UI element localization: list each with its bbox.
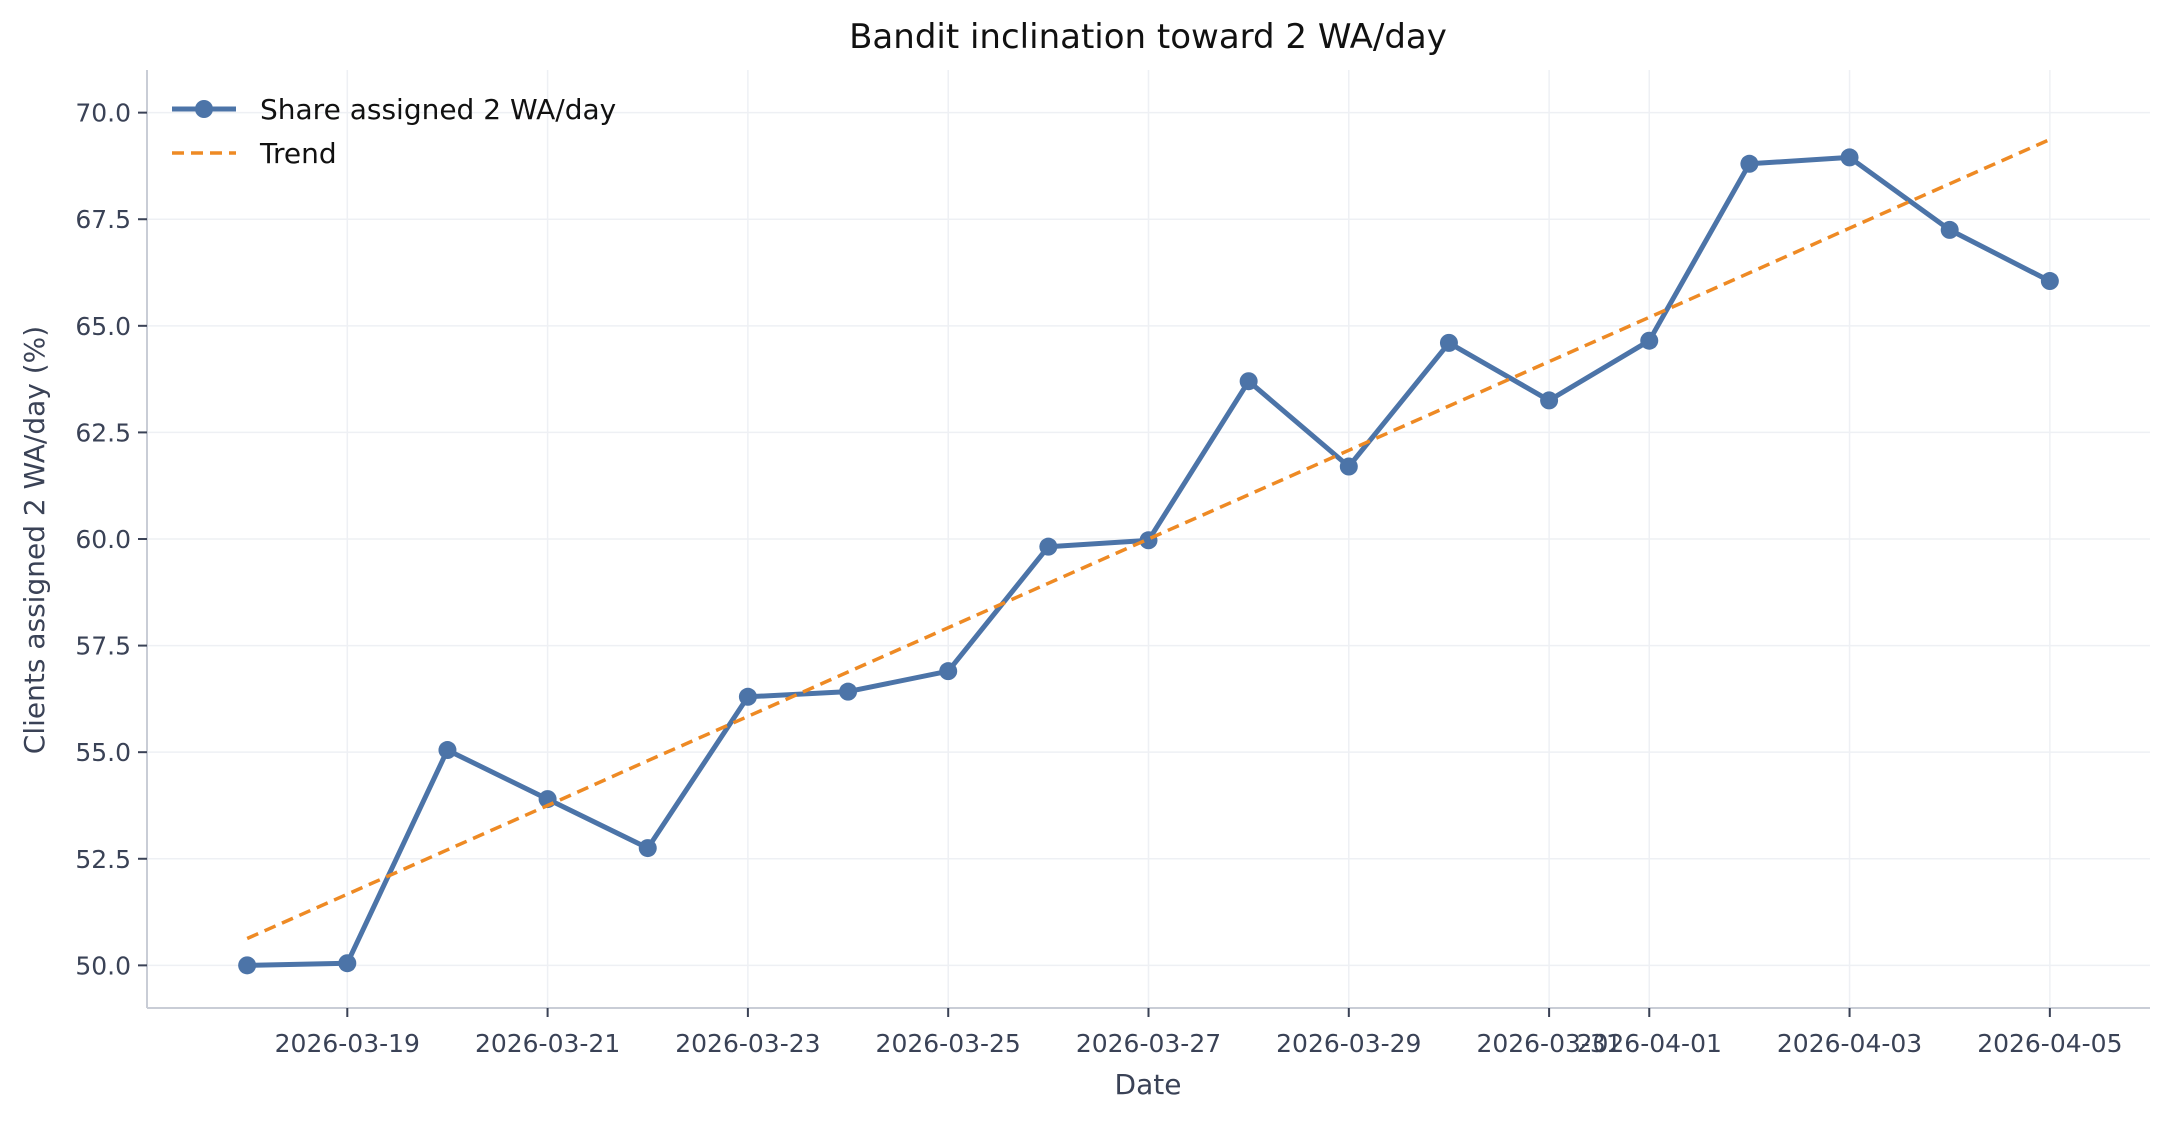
data-point bbox=[1740, 154, 1759, 173]
x-tick-label: 2026-03-25 bbox=[876, 1029, 1021, 1058]
data-point bbox=[939, 662, 958, 681]
legend-label: Trend bbox=[259, 137, 337, 170]
data-point bbox=[1940, 220, 1959, 239]
data-point bbox=[438, 741, 457, 760]
y-axis-label: Clients assigned 2 WA/day (%) bbox=[18, 326, 51, 754]
legend: Share assigned 2 WA/day Trend bbox=[172, 93, 616, 170]
data-point bbox=[738, 687, 757, 706]
data-point bbox=[338, 954, 357, 973]
y-tick-label: 65.0 bbox=[75, 312, 131, 341]
ticks: 50.0 52.5 55.0 57.5 60.0 62.5 65.0 67.5 70.0 2026… bbox=[75, 99, 2122, 1058]
x-tick-label: 2026-03-31 bbox=[1476, 1029, 1621, 1058]
data-point bbox=[1540, 391, 1559, 410]
x-tick-label: 2026-03-23 bbox=[675, 1029, 820, 1058]
data-point bbox=[1640, 331, 1659, 350]
data-point bbox=[2040, 272, 2059, 291]
x-tick-label: 2026-03-21 bbox=[475, 1029, 620, 1058]
y-tick-label: 55.0 bbox=[75, 738, 131, 767]
x-tick-label: 2026-03-29 bbox=[1276, 1029, 1421, 1058]
legend-label: Share assigned 2 WA/day bbox=[260, 93, 616, 126]
y-tick-label: 67.5 bbox=[75, 205, 131, 234]
data-point bbox=[1439, 333, 1458, 352]
x-tick-label: 2026-04-03 bbox=[1777, 1029, 1922, 1058]
x-axis-label: Date bbox=[1115, 1068, 1182, 1101]
y-tick-label: 50.0 bbox=[75, 951, 131, 980]
y-tick-label: 62.5 bbox=[75, 418, 131, 447]
y-tick-label: 57.5 bbox=[75, 632, 131, 661]
trend-line bbox=[246, 137, 2051, 941]
y-tick-label: 60.0 bbox=[75, 525, 131, 554]
data-point bbox=[839, 682, 858, 701]
data-point bbox=[1039, 537, 1058, 556]
x-tick-label: 2026-03-27 bbox=[1076, 1029, 1221, 1058]
series-layer bbox=[238, 137, 2059, 975]
x-tick-label: 2026-03-19 bbox=[275, 1029, 420, 1058]
x-tick-label: 2026-04-01 bbox=[1577, 1029, 1722, 1058]
data-point bbox=[1339, 457, 1358, 476]
data-point bbox=[238, 956, 257, 975]
data-point bbox=[1239, 372, 1258, 391]
y-tick-label: 52.5 bbox=[75, 845, 131, 874]
x-tick-label: 2026-04-05 bbox=[1977, 1029, 2122, 1058]
legend-swatch-marker bbox=[195, 100, 213, 118]
data-point bbox=[638, 839, 657, 858]
chart-title: Bandit inclination toward 2 WA/day bbox=[849, 17, 1447, 57]
data-point bbox=[1840, 148, 1859, 167]
y-tick-label: 70.0 bbox=[75, 99, 131, 128]
